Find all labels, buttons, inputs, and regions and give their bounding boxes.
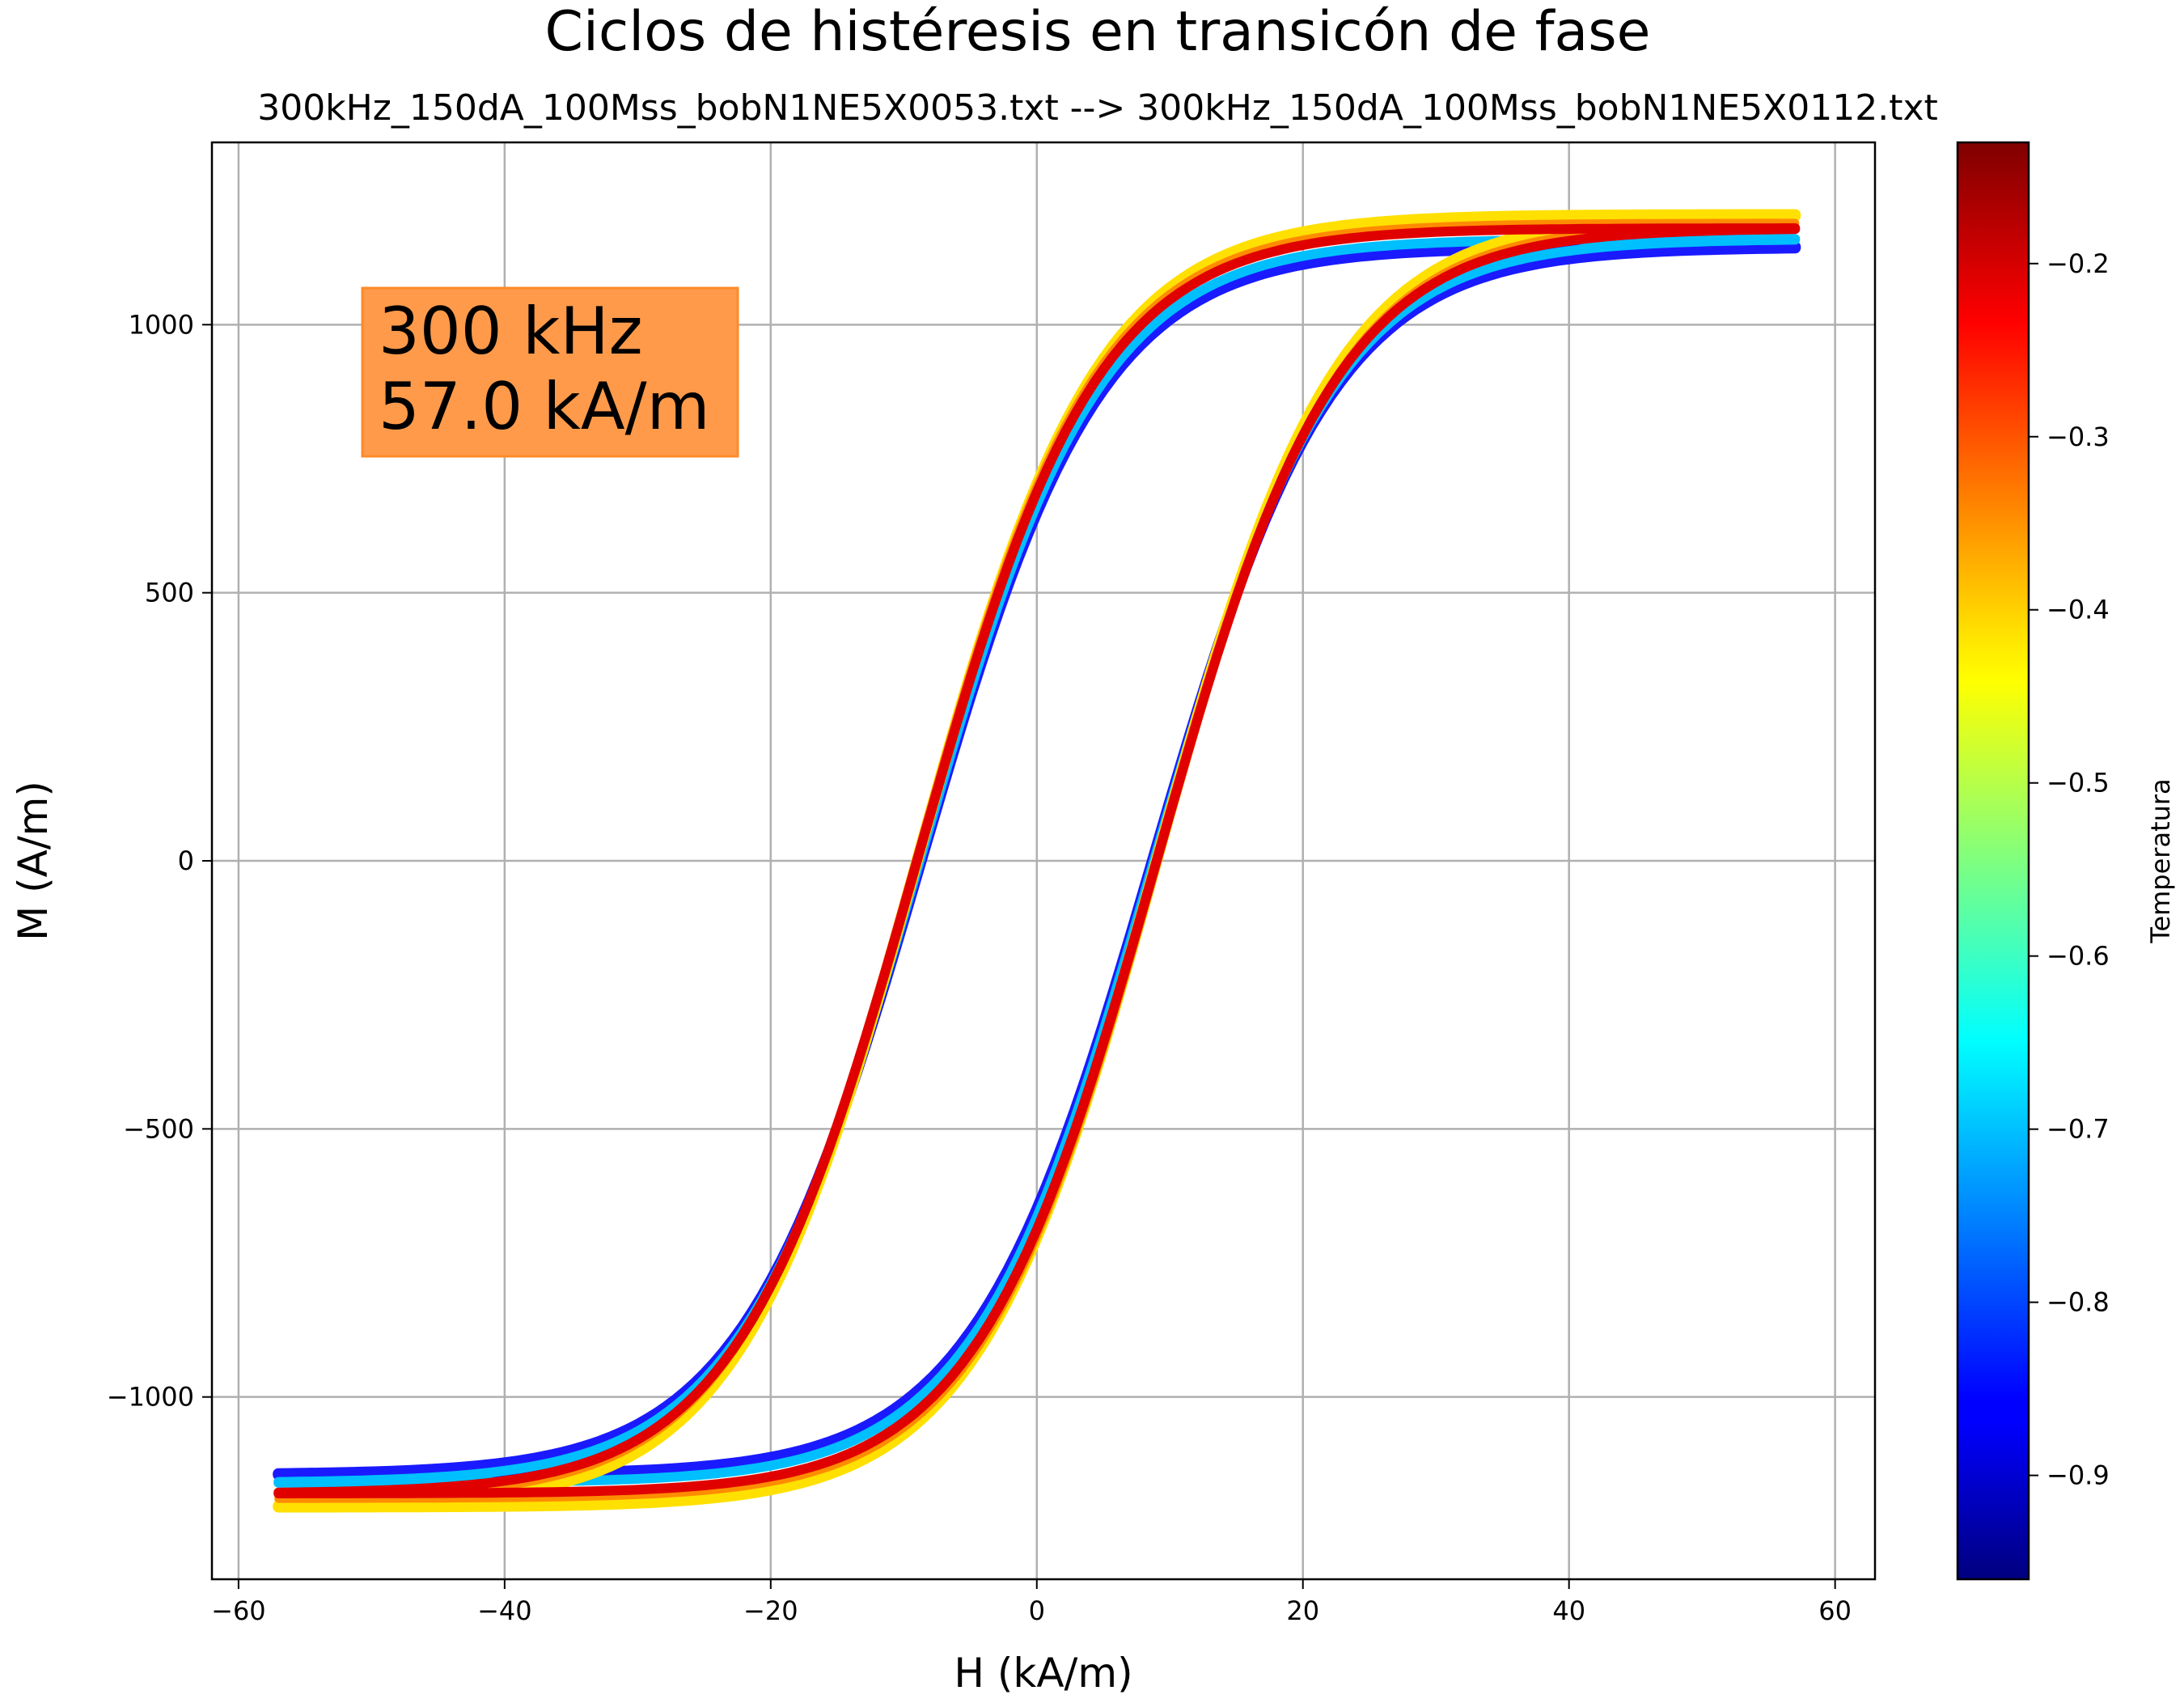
x-ticks: −60 −40 −20 0 20 40 60 [211, 1579, 1852, 1626]
series-group [273, 209, 1801, 1513]
y-tick-label: 1000 [129, 309, 194, 340]
y-axis-label: M (A/m) [10, 781, 57, 941]
colorbar-tick-label: −0.7 [2046, 1114, 2110, 1145]
colorbar-label: Temperatura [2145, 778, 2176, 943]
y-tick-label: 500 [145, 578, 194, 608]
hysteresis-loop [273, 223, 1801, 1498]
annotation-field: 57.0 kA/m [379, 369, 710, 444]
annotation-frequency: 300 kHz [379, 294, 643, 369]
x-tick-label: 0 [1029, 1595, 1045, 1626]
x-tick-label: 40 [1552, 1595, 1585, 1626]
colorbar-tick-label: −0.9 [2046, 1460, 2110, 1491]
y-tick-label: −1000 [107, 1382, 194, 1413]
colorbar-tick-label: −0.2 [2046, 248, 2110, 279]
chart-subtitle: 300kHz_150dA_100Mss_bobN1NE5X0053.txt --… [257, 87, 1938, 129]
y-tick-label: 0 [178, 845, 194, 876]
x-tick-label: −60 [211, 1595, 266, 1626]
chart-title: Ciclos de histéresis en transicón de fas… [545, 0, 1651, 64]
colorbar-tick-label: −0.5 [2046, 768, 2110, 799]
x-axis-label: H (kA/m) [954, 1650, 1132, 1697]
colorbar-tick-label: −0.6 [2046, 941, 2110, 972]
x-tick-label: 20 [1286, 1595, 1319, 1626]
colorbar [1956, 141, 2030, 1581]
y-ticks: −1000 −500 0 500 1000 [107, 309, 212, 1413]
plot-frame [210, 141, 1877, 1581]
x-tick-label: −40 [477, 1595, 532, 1626]
x-tick-label: 60 [1818, 1595, 1852, 1626]
colorbar-ticks: −0.9 −0.8 −0.7 −0.6 −0.5 −0.4 −0.3 −0.2 [2029, 248, 2110, 1491]
y-tick-label: −500 [123, 1113, 194, 1144]
colorbar-tick-label: −0.4 [2046, 595, 2110, 625]
annotation-box: 300 kHz 57.0 kA/m [361, 286, 739, 458]
x-tick-label: −20 [743, 1595, 798, 1626]
annotation-background [361, 286, 739, 458]
colorbar-tick-label: −0.8 [2046, 1287, 2110, 1318]
colorbar-tick-label: −0.3 [2046, 422, 2110, 452]
